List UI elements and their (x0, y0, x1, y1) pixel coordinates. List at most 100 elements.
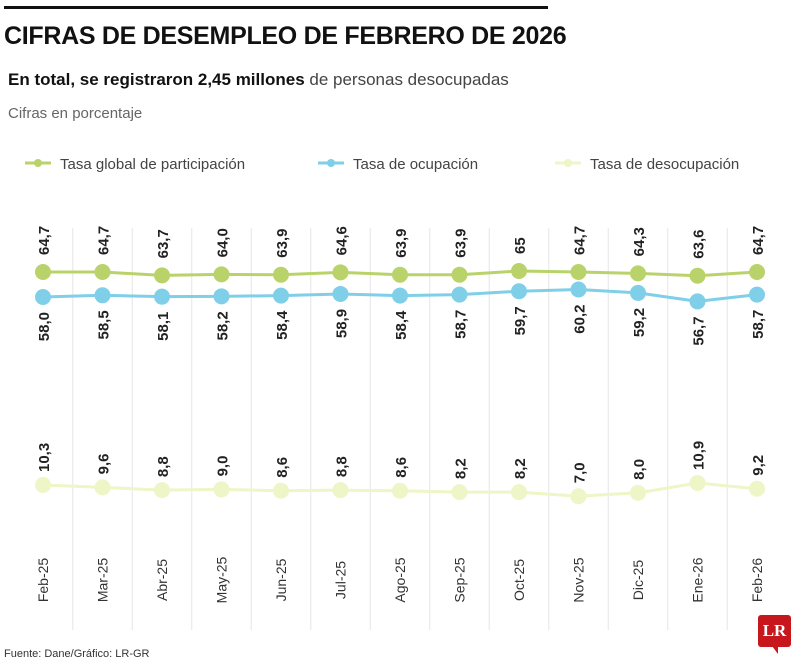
data-label: 8,8 (155, 456, 172, 477)
data-label: 63,9 (453, 229, 470, 258)
x-tick-label: Sep-25 (452, 557, 468, 602)
x-tick-label: Oct-25 (511, 559, 527, 601)
data-label: 60,2 (572, 305, 589, 334)
data-label: 58,2 (215, 311, 232, 340)
data-label: 64,7 (96, 226, 113, 255)
data-label: 64,0 (215, 228, 232, 257)
legend-label: Tasa de desocupación (590, 156, 739, 173)
x-tick-label: Abr-25 (154, 559, 170, 601)
x-tick-label: Feb-25 (35, 558, 51, 603)
chart-title: CIFRAS DE DESEMPLEO DE FEBRERO DE 2026 (4, 22, 567, 50)
data-point (511, 484, 527, 501)
lr-logo: LR (758, 615, 791, 654)
data-point (35, 477, 51, 493)
data-label: 63,9 (274, 229, 291, 258)
top-rule (4, 6, 548, 9)
data-point (392, 266, 408, 283)
data-point (451, 484, 468, 501)
data-label: 63,7 (155, 229, 172, 258)
data-label: 63,9 (393, 229, 410, 258)
data-label: 58,4 (274, 310, 291, 340)
subtitle-rest: de personas desocupadas (304, 70, 509, 89)
data-point (749, 264, 765, 280)
data-label: 9,0 (215, 456, 232, 477)
data-point (392, 482, 408, 499)
x-tick-label: Ene-26 (690, 557, 706, 602)
data-point (35, 264, 51, 280)
x-tick-label: Nov-25 (571, 557, 587, 602)
units-note: Cifras en porcentaje (8, 105, 143, 122)
data-label: 8,0 (631, 459, 648, 480)
data-label: 64,3 (631, 227, 648, 256)
x-tick-label: May-25 (214, 556, 230, 603)
data-point (94, 479, 111, 496)
data-point (689, 267, 706, 284)
data-label: 7,0 (572, 462, 589, 483)
data-point (273, 266, 289, 283)
data-label: 58,7 (750, 310, 767, 339)
data-point (273, 482, 289, 499)
data-label: 9,6 (96, 454, 113, 475)
subtitle-bold: En total, se registraron 2,45 millones (8, 70, 305, 89)
data-point (35, 289, 51, 305)
data-point (749, 286, 765, 303)
legend-marker (327, 159, 335, 167)
data-point (511, 283, 527, 300)
data-point (630, 265, 646, 282)
data-label: 64,7 (36, 226, 53, 255)
data-label: 8,2 (453, 458, 470, 479)
data-point (154, 482, 170, 499)
data-point (570, 264, 587, 280)
legend-marker (564, 159, 572, 167)
data-label: 8,8 (334, 456, 351, 477)
data-point (689, 293, 706, 310)
legend-label: Tasa de ocupación (353, 156, 478, 173)
data-point (451, 266, 468, 283)
x-tick-label: Feb-26 (749, 558, 765, 603)
data-point (570, 488, 587, 505)
data-label: 63,6 (691, 230, 708, 259)
data-point (213, 288, 230, 305)
data-point (332, 285, 349, 302)
x-tick-label: Ago-25 (392, 557, 408, 602)
legend-label: Tasa global de participación (60, 156, 245, 173)
data-label: 64,7 (750, 226, 767, 255)
data-label: 59,2 (631, 308, 648, 337)
data-label: 58,9 (334, 309, 351, 338)
data-label: 9,2 (750, 455, 767, 476)
data-label: 58,5 (96, 310, 113, 339)
data-point (332, 482, 349, 499)
subtitle: En total, se registraron 2,45 millones d… (8, 70, 509, 90)
data-label: 56,7 (691, 316, 708, 345)
data-label: 58,7 (453, 310, 470, 339)
data-point (94, 287, 111, 304)
data-point (273, 287, 289, 304)
data-label: 59,7 (512, 306, 529, 335)
data-label: 10,3 (36, 443, 53, 472)
x-tick-label: Mar-25 (95, 558, 111, 603)
data-label: 8,2 (512, 458, 529, 479)
data-label: 58,0 (36, 312, 53, 341)
data-point (154, 267, 170, 284)
data-point (154, 288, 170, 305)
data-point (749, 480, 765, 497)
data-point (213, 266, 230, 283)
data-label: 8,6 (274, 457, 291, 478)
x-tick-label: Jun-25 (273, 558, 289, 601)
data-point (213, 481, 230, 498)
data-point (451, 286, 468, 303)
data-label: 58,4 (393, 310, 410, 340)
data-label: 58,1 (155, 312, 172, 341)
source-note: Fuente: Dane/Gráfico: LR-GR (4, 648, 150, 660)
x-tick-label: Jul-25 (333, 561, 349, 599)
data-point (511, 262, 527, 279)
data-label: 64,6 (334, 226, 351, 255)
data-point (94, 264, 111, 280)
x-tick-label: Dic-25 (630, 560, 646, 601)
data-point (332, 264, 349, 281)
data-point (630, 284, 646, 301)
data-point (630, 484, 646, 501)
data-point (570, 281, 587, 298)
